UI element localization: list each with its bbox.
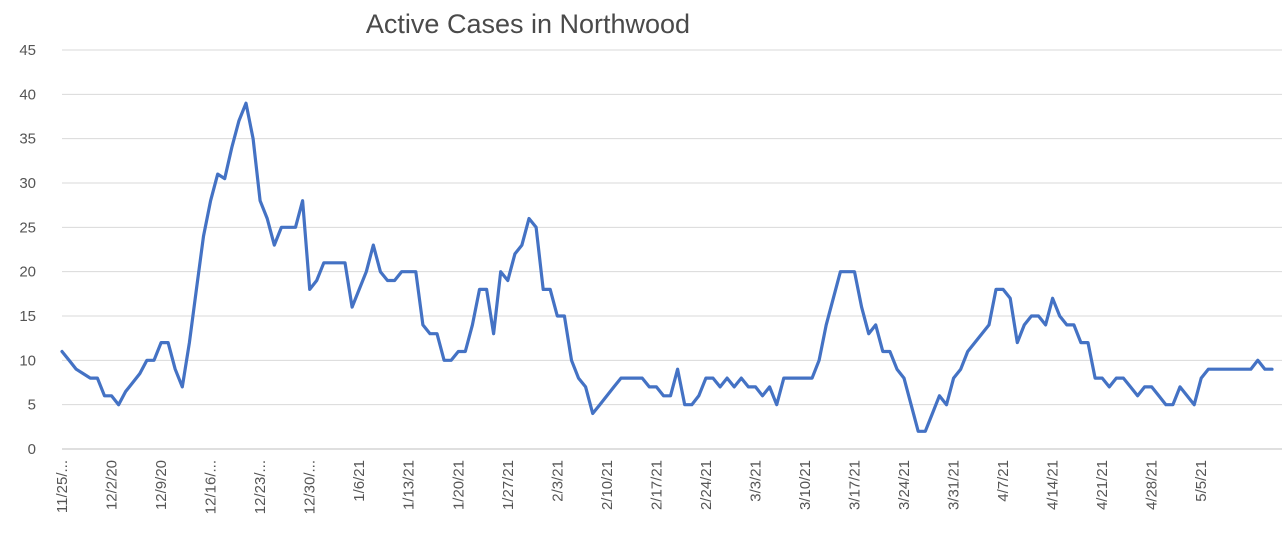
y-tick-label: 10: [19, 352, 36, 369]
x-tick-label: 12/2/20: [104, 460, 121, 510]
x-tick-label: 3/31/21: [946, 460, 963, 510]
gridlines: [62, 49, 1282, 450]
x-tick-label: 1/6/21: [351, 460, 368, 502]
y-axis-ticks: 0 5 10 15 20 25 30 35 40 45: [19, 42, 36, 458]
y-tick-label: 35: [19, 131, 36, 148]
x-axis-ticks: 11/25/... 12/2/20 12/9/20 12/16/... 12/23/..…: [54, 460, 1210, 514]
y-tick-label: 0: [28, 441, 36, 458]
y-tick-label: 20: [19, 264, 36, 281]
x-tick-label: 1/20/21: [450, 460, 467, 510]
x-tick-label: 1/13/21: [401, 460, 418, 510]
y-tick-label: 25: [19, 219, 36, 236]
chart-title: Active Cases in Northwood: [366, 9, 690, 39]
y-tick-label: 5: [28, 397, 36, 414]
y-tick-label: 40: [19, 86, 36, 103]
x-tick-label: 11/25/...: [54, 460, 71, 513]
x-tick-label: 4/14/21: [1045, 460, 1062, 510]
x-tick-label: 4/21/21: [1094, 460, 1111, 510]
x-tick-label: 12/16/...: [203, 460, 220, 514]
x-tick-label: 12/30/...: [302, 460, 319, 514]
x-tick-label: 12/9/20: [153, 460, 170, 510]
y-tick-label: 30: [19, 175, 36, 192]
x-tick-label: 3/24/21: [896, 460, 913, 510]
x-tick-label: 3/17/21: [847, 460, 864, 510]
x-tick-label: 3/3/21: [748, 460, 765, 502]
y-tick-label: 15: [19, 308, 36, 325]
x-tick-label: 1/27/21: [500, 460, 517, 510]
x-tick-label: 4/28/21: [1144, 460, 1161, 510]
x-tick-label: 3/10/21: [797, 460, 814, 510]
x-tick-label: 2/10/21: [599, 460, 616, 510]
x-tick-label: 12/23/...: [252, 460, 269, 514]
x-tick-label: 2/3/21: [549, 460, 566, 502]
y-tick-label: 45: [19, 42, 36, 59]
x-tick-label: 5/5/21: [1193, 460, 1210, 502]
series-layer: [60, 101, 1274, 433]
x-tick-label: 2/17/21: [648, 460, 665, 510]
x-tick-label: 2/24/21: [698, 460, 715, 510]
x-tick-label: 4/7/21: [995, 460, 1012, 502]
active-cases-series-line: [60, 101, 1274, 433]
